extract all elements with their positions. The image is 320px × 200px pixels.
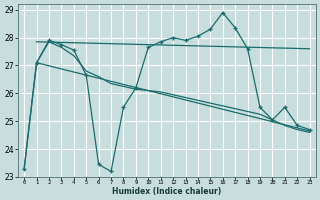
X-axis label: Humidex (Indice chaleur): Humidex (Indice chaleur) (112, 187, 221, 196)
